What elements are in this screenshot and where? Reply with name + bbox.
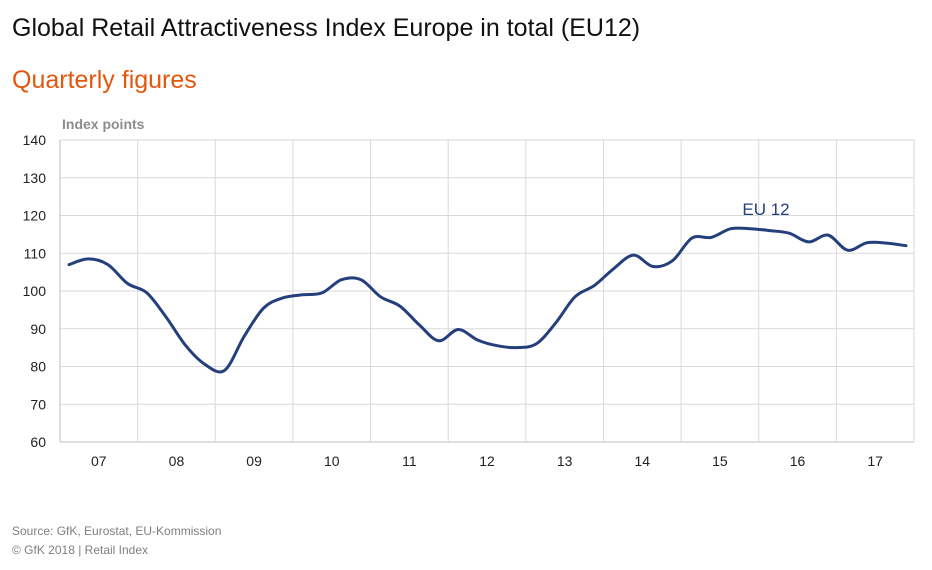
chart-subtitle: Quarterly figures [12, 66, 197, 94]
gridlines [59, 139, 915, 443]
x-tick-16: 16 [790, 453, 806, 469]
x-tick-08: 08 [169, 453, 185, 469]
y-tick-110: 110 [24, 245, 47, 261]
y-tick-100: 100 [23, 283, 47, 299]
x-tick-11: 11 [402, 453, 417, 469]
x-tick-13: 13 [557, 453, 573, 469]
copyright-note: © GfK 2018 | Retail Index [12, 543, 149, 557]
y-tick-70: 70 [30, 396, 46, 412]
x-tick-07: 07 [91, 453, 107, 469]
chart-title: Global Retail Attractiveness Index Europ… [12, 14, 641, 42]
series-label-eu12: EU 12 [742, 200, 789, 219]
line-chart: 60 70 80 90 100 110 120 130 140 07 08 09 10 11 12 13 14… [23, 116, 915, 469]
y-tick-140: 140 [23, 132, 47, 148]
y-tick-80: 80 [30, 359, 46, 375]
y-tick-labels: 60 70 80 90 100 110 120 130 140 [23, 132, 47, 450]
source-note: Source: GfK, Eurostat, EU-Kommission [12, 524, 222, 538]
y-tick-90: 90 [30, 321, 46, 337]
x-tick-09: 09 [246, 453, 262, 469]
x-tick-15: 15 [712, 453, 728, 469]
x-tick-12: 12 [479, 453, 495, 469]
x-tick-14: 14 [634, 453, 650, 469]
y-tick-60: 60 [30, 434, 46, 450]
y-tick-120: 120 [23, 208, 47, 224]
x-tick-labels: 07 08 09 10 11 12 13 14 15 16 17 [91, 453, 883, 469]
x-tick-17: 17 [867, 453, 883, 469]
y-axis-label: Index points [62, 116, 145, 132]
series-line-eu12 [67, 226, 908, 374]
y-tick-130: 130 [23, 170, 47, 186]
x-tick-10: 10 [324, 453, 340, 469]
